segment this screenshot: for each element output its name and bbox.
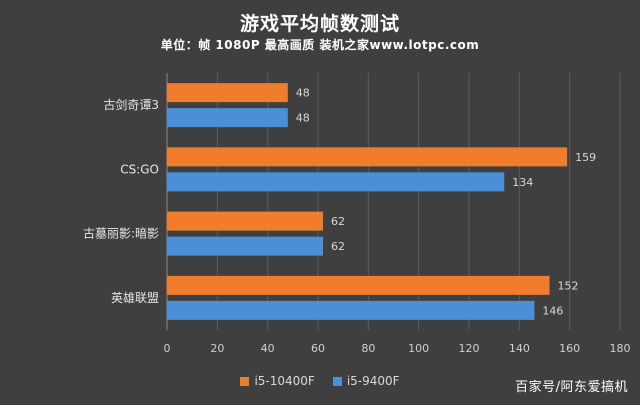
category-label-2: 古墓丽影:暗影 [83,226,159,241]
category-label-1: CS:GO [120,162,159,176]
x-tick-label-1: 20 [210,342,224,355]
data-label-3-series-1: 152 [558,279,579,292]
x-tick-label-6: 120 [459,342,480,355]
x-tick-label-9: 180 [610,342,631,355]
data-label-2-series-2: 62 [331,240,345,253]
chart-subtitle: 单位：帧 1080P 最高画质 装机之家www.lotpc.com [160,38,480,52]
legend-item-series-2: i5-9400F [332,374,400,388]
bar-3-series-2 [167,300,535,320]
x-tick-label-5: 100 [408,342,429,355]
x-tick-label-7: 140 [509,342,530,355]
data-label-0-series-1: 48 [296,87,310,100]
bar-0-series-1 [167,83,288,103]
x-tick-label-2: 40 [261,342,275,355]
bar-1-series-1 [167,147,568,167]
legend-label-series-2: i5-9400F [346,374,400,388]
legend-swatch-series-2 [332,376,342,386]
category-label-3: 英雄联盟 [111,290,159,305]
chart-title: 游戏平均帧数测试 [239,13,400,35]
bars [167,83,568,320]
bar-0-series-2 [167,108,288,128]
data-label-3-series-2: 146 [542,304,563,317]
legend: i5-10400F i5-9400F [0,374,640,388]
legend-label-series-1: i5-10400F [254,374,315,388]
data-label-1-series-1: 159 [575,151,596,164]
bar-2-series-1 [167,211,324,231]
legend-item-series-1: i5-10400F [240,374,315,388]
bar-3-series-1 [167,275,550,295]
x-tick-label-0: 0 [164,342,171,355]
x-tick-label-4: 80 [361,342,375,355]
legend-swatch-series-1 [240,376,250,386]
data-label-0-series-2: 48 [296,112,310,125]
category-label-0: 古剑奇谭3 [103,97,159,112]
bar-2-series-2 [167,236,324,256]
x-tick-label-8: 160 [559,342,580,355]
watermark: 百家号/阿东爱搞机 [515,380,628,395]
data-label-2-series-1: 62 [331,215,345,228]
data-label-1-series-2: 134 [512,176,533,189]
x-tick-label-3: 60 [311,342,325,355]
labels: 0 20 40 60 80 100 120 140 160 180 古剑奇谭3 48 48 CS:GO 15… [83,87,631,355]
bar-1-series-2 [167,172,505,192]
